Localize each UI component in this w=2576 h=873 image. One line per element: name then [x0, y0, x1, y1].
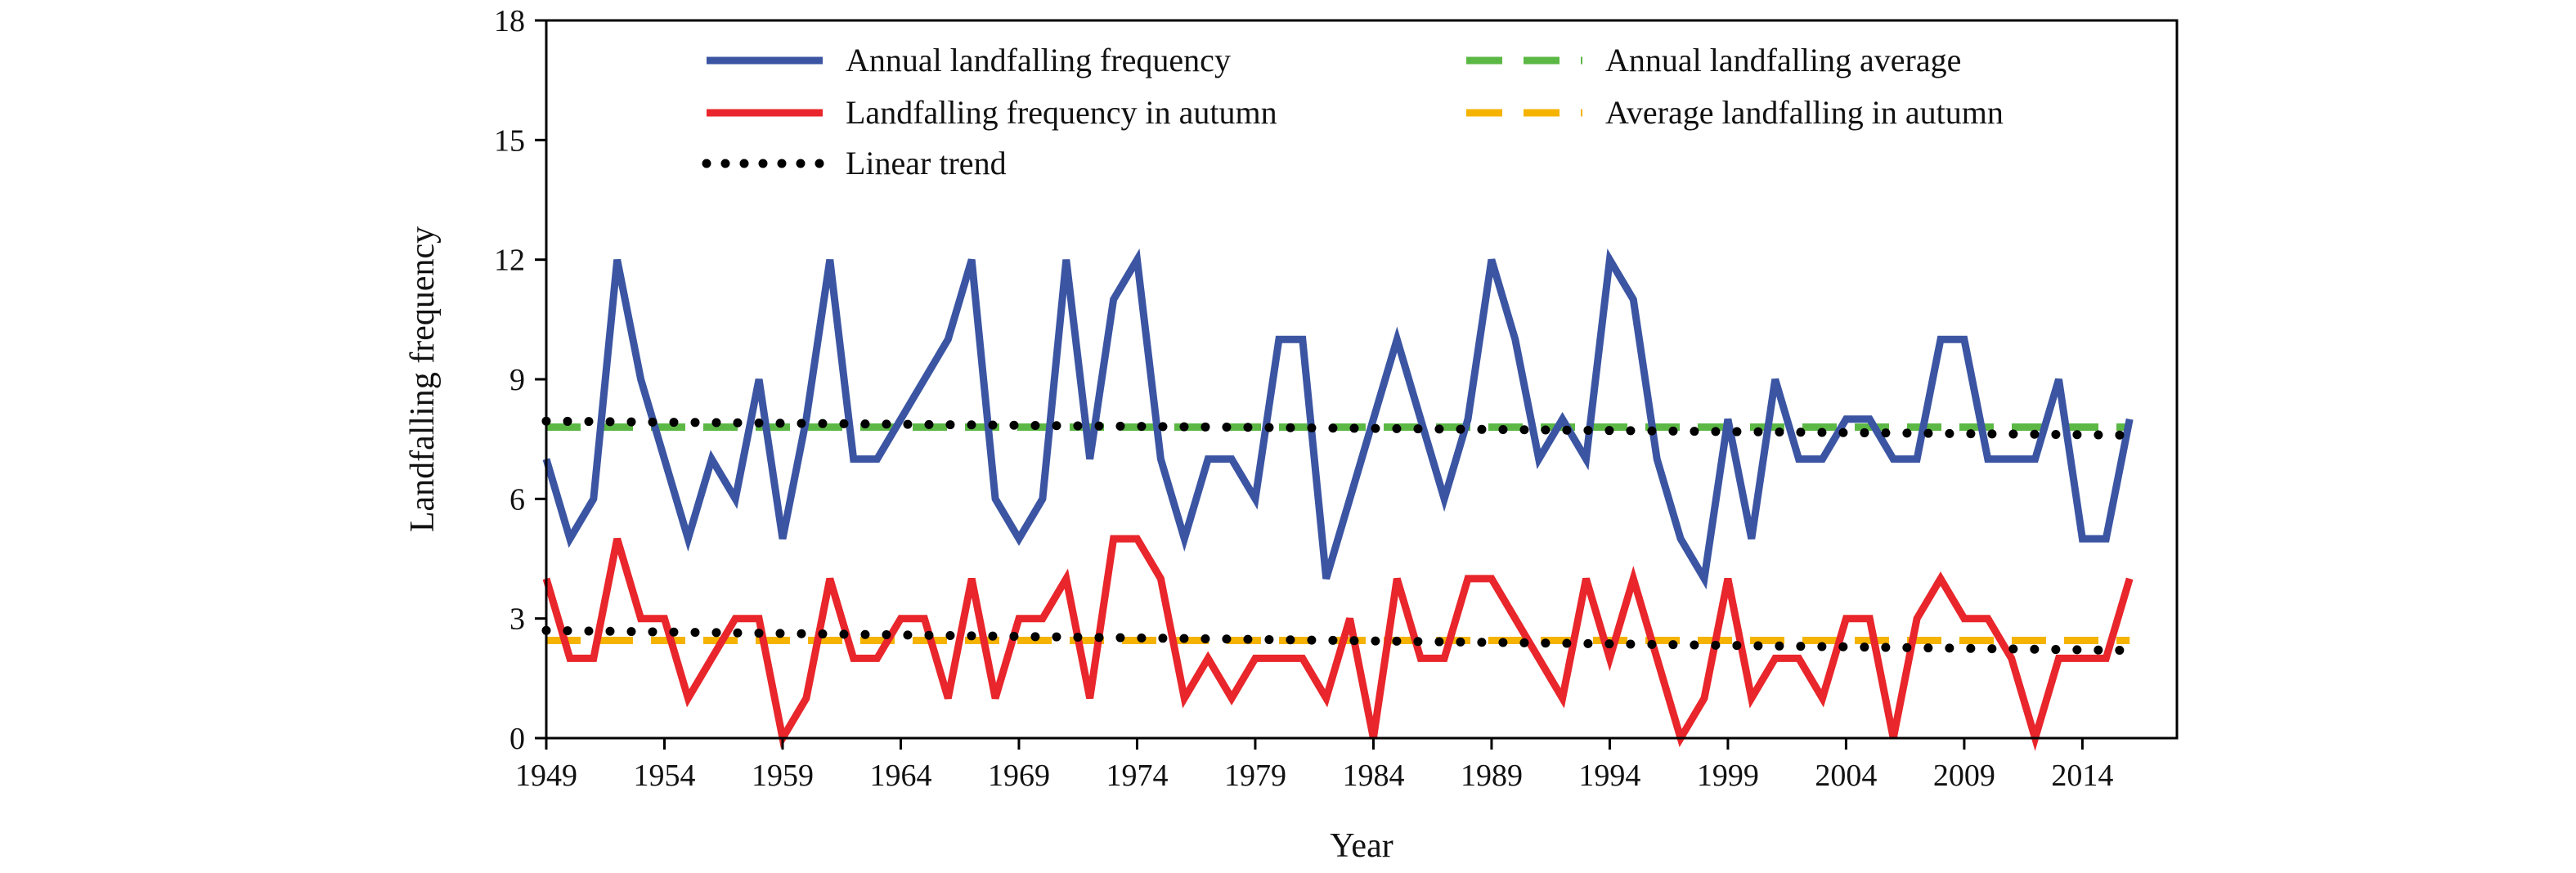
y-tick-label: 18 — [494, 4, 525, 38]
y-tick-label: 15 — [494, 123, 525, 158]
x-tick-label: 1999 — [1697, 759, 1759, 793]
y-tick-label: 3 — [509, 602, 525, 637]
x-axis: 1949 1954 1959 1964 1969 1974 1979 1984 1989 1994… — [515, 738, 2113, 793]
y-axis: 0 3 6 9 12 15 18 — [494, 4, 546, 756]
x-tick-label: 1979 — [1224, 759, 1286, 793]
series-line-5 — [541, 625, 2134, 656]
x-tick-label: 2004 — [1815, 759, 1877, 793]
x-tick-label: 1964 — [869, 759, 931, 793]
x-tick-label: 1974 — [1106, 759, 1168, 793]
x-tick-label: 1954 — [633, 759, 695, 793]
legend-label: Average landfalling in autumn — [1605, 94, 2004, 131]
x-axis-label: Year — [1330, 827, 1393, 865]
y-tick-label: 6 — [509, 482, 525, 517]
x-tick-label: 1959 — [752, 759, 814, 793]
legend-label: Annual landfalling frequency — [846, 42, 1231, 78]
x-tick-label: 2014 — [2051, 759, 2113, 793]
x-tick-label: 1969 — [988, 759, 1050, 793]
y-tick-label: 9 — [509, 363, 525, 397]
legend-label: Landfalling frequency in autumn — [846, 94, 1277, 131]
y-axis-label: Landfalling frequency — [404, 226, 442, 532]
series-line-0 — [542, 248, 2134, 590]
legend: Annual landfalling frequency Annual landf… — [702, 42, 2004, 181]
legend-label: Annual landfalling average — [1605, 42, 1961, 78]
x-tick-label: 2009 — [1933, 759, 1995, 793]
x-tick-label: 1984 — [1342, 759, 1404, 793]
y-tick-label: 0 — [509, 722, 525, 756]
x-tick-label: 1994 — [1578, 759, 1640, 793]
x-tick-label: 1989 — [1461, 759, 1523, 793]
x-tick-label: 1949 — [515, 759, 577, 793]
y-tick-label: 12 — [494, 244, 525, 278]
legend-label: Linear trend — [846, 145, 1007, 181]
series-layer — [541, 248, 2134, 751]
series-line-1 — [542, 535, 2134, 751]
series-line-4 — [541, 416, 2134, 440]
